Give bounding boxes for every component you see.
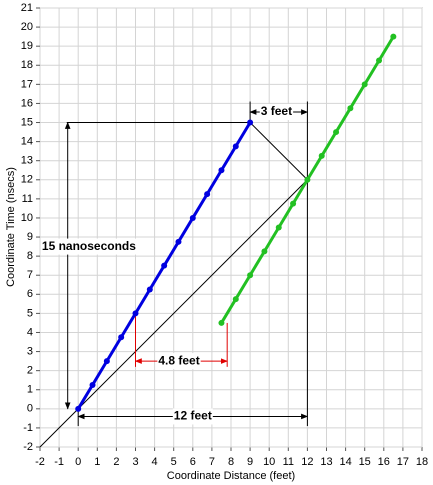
x-tick-label: 14 [339,456,351,468]
x-tick-label: 17 [397,456,409,468]
y-tick-label: 18 [21,59,33,71]
data-point [333,129,340,136]
data-point [247,119,254,126]
y-tick-label: 3 [27,345,33,357]
y-tick-label: 0 [27,403,33,415]
data-point [175,238,182,245]
y-tick-label: 6 [27,288,33,300]
data-point [118,334,125,341]
annotation-line [249,122,308,181]
data-point [247,272,254,279]
data-point [218,167,225,174]
x-tick-label: 8 [228,456,234,468]
y-tick-label: 13 [21,155,33,167]
y-tick-label: 8 [27,250,33,262]
annotation: 15 nanoseconds [42,239,136,253]
y-tick-label: 15 [21,116,33,128]
y-tick-label: 2 [27,365,33,377]
x-tick-label: -1 [54,456,64,468]
x-tick-label: 13 [320,456,332,468]
data-point [376,57,383,64]
y-tick-label: 1 [27,384,33,396]
annotation: 12 feet [174,409,212,423]
y-tick-label: 7 [27,269,33,281]
y-tick-label: 17 [21,78,33,90]
y-tick-label: 16 [21,97,33,109]
data-point [261,248,268,255]
data-point [103,358,110,365]
x-tick-label: 0 [75,456,81,468]
y-tick-label: 14 [21,136,33,148]
x-tick-label: 5 [171,456,177,468]
data-point [290,200,297,207]
data-point [89,381,96,388]
x-tick-label: 11 [283,456,294,468]
x-tick-label: -2 [35,456,45,468]
data-point [318,152,325,159]
x-tick-label: 18 [416,456,428,468]
y-tick-label: 11 [22,193,33,205]
data-point [204,191,211,198]
y-tick-label: 19 [21,40,33,52]
y-tick-label: 12 [21,174,33,186]
data-point [146,286,153,293]
x-tick-label: 12 [301,456,313,468]
x-tick-label: 7 [209,456,215,468]
data-point [347,105,354,112]
data-point [361,81,368,88]
x-tick-label: 1 [94,456,100,468]
y-tick-label: 10 [21,212,33,224]
y-tick-label: 20 [21,21,33,33]
x-axis-label: Coordinate Distance (feet) [167,470,295,482]
annotation-bg [259,104,294,121]
data-point [304,176,311,183]
x-tick-label: 15 [359,456,371,468]
data-point [232,296,239,303]
y-tick-label: 5 [27,307,33,319]
data-point [132,310,139,317]
x-tick-label: 9 [247,456,253,468]
data-point [390,33,397,40]
annotation: 3 feet [261,104,292,118]
data-point [189,214,196,221]
x-tick-label: 6 [190,456,196,468]
y-tick-label: -2 [23,441,33,453]
x-tick-label: 16 [378,456,390,468]
data-point [75,405,82,412]
x-tick-label: 2 [113,456,119,468]
x-tick-label: 3 [132,456,138,468]
y-tick-label: 4 [27,326,33,338]
y-tick-label: 9 [27,231,33,243]
data-point [161,262,168,269]
y-tick-label: 21 [21,2,33,14]
data-point [275,224,282,231]
data-point [232,143,239,150]
y-axis-label: Coordinate Time (nsecs) [5,167,17,287]
annotation-bg [157,353,201,370]
annotation-bg [172,408,213,425]
x-tick-label: 4 [152,456,158,468]
x-tick-label: 10 [263,456,275,468]
annotation-line [39,179,308,448]
data-point [218,319,225,326]
annotation-bg [40,238,137,255]
annotation: 4.8 feet [158,353,199,367]
y-tick-label: -1 [23,422,33,434]
